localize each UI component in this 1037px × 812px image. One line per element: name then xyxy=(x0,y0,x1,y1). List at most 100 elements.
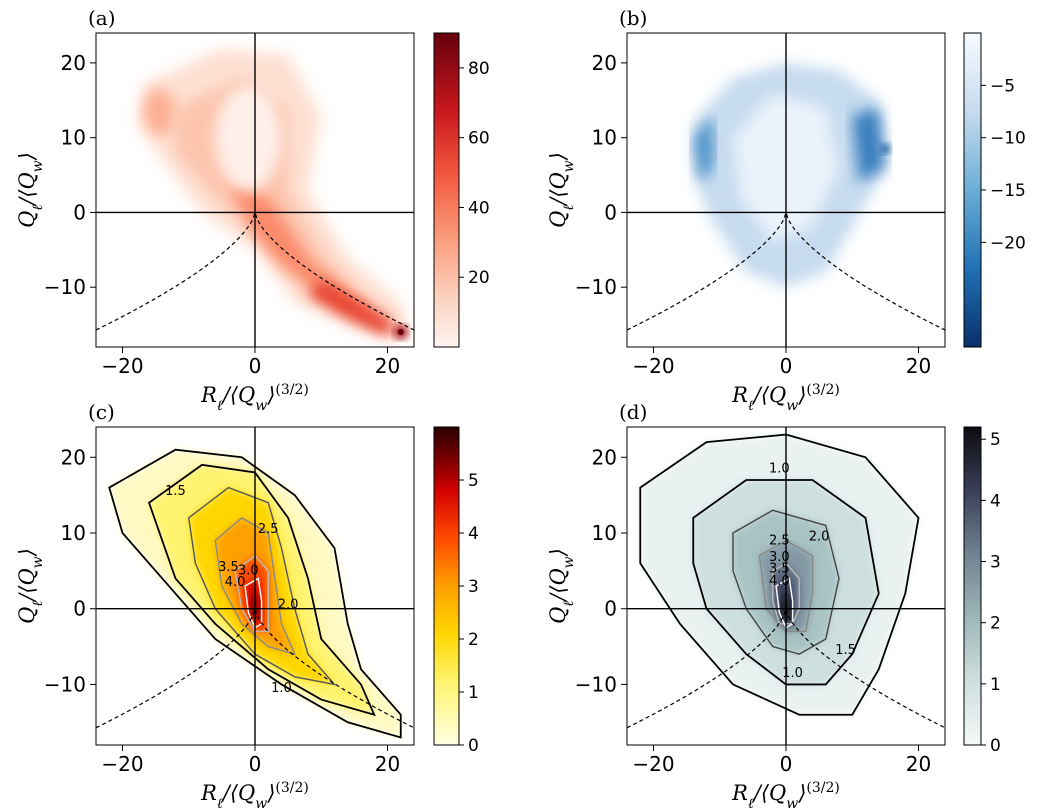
vieillefosse-line xyxy=(96,210,414,331)
colorbar-tick-label: 60 xyxy=(468,129,490,149)
density-region xyxy=(215,85,282,190)
density-region xyxy=(693,115,714,183)
x-tick-label: 0 xyxy=(780,354,793,378)
contour-label: 1.0 xyxy=(271,681,292,696)
panel-2: 1.52.53.5 3.04.02.01.0−20 0 20−1001020Rℓ/⟨Q… xyxy=(15,400,479,812)
heatmap-field xyxy=(693,62,891,288)
contour-label: 1.0 xyxy=(782,666,803,681)
contour-label: 3.5 xyxy=(218,560,239,575)
panel-label: (a) xyxy=(88,6,116,30)
colorbar-tick-label: 40 xyxy=(468,198,490,218)
x-tick-label: 20 xyxy=(375,752,400,776)
contour-line xyxy=(758,539,814,633)
x-tick-label: 20 xyxy=(906,354,931,378)
x-axis-label: Rℓ/⟨Qw⟩(3/2) xyxy=(200,382,309,414)
y-tick-label: 20 xyxy=(61,51,86,75)
y-tick-label: −10 xyxy=(44,672,86,696)
x-tick-label: 0 xyxy=(249,354,262,378)
x-tick-label: −20 xyxy=(632,354,674,378)
contour-label: 2.0 xyxy=(809,530,830,545)
y-tick-label: 20 xyxy=(61,445,86,469)
x-tick-label: −20 xyxy=(632,752,674,776)
colorbar-tick-label: 5 xyxy=(468,471,479,491)
x-tick-label: 20 xyxy=(906,752,931,776)
contour-label: 1.5 xyxy=(835,643,856,658)
x-axis-label: Rℓ/⟨Qw⟩(3/2) xyxy=(731,780,840,812)
colorbar-tick-label: −5 xyxy=(990,76,1015,96)
contour-label: 2.5 xyxy=(769,533,790,548)
y-tick-label: 10 xyxy=(592,521,617,545)
y-axis-label: Qℓ/⟨Qw⟩ xyxy=(15,548,46,624)
contour-label: 3.5 xyxy=(769,561,790,576)
colorbar-tick-label: 0 xyxy=(990,736,1001,756)
panel-label: (c) xyxy=(88,400,115,424)
contour-label: 1.0 xyxy=(769,461,790,476)
x-axis-label: Rℓ/⟨Qw⟩(3/2) xyxy=(731,382,840,414)
colorbar-tick-label: 5 xyxy=(990,430,1001,450)
density-region xyxy=(228,182,401,333)
y-tick-label: 0 xyxy=(604,200,617,224)
y-tick-label: −10 xyxy=(44,275,86,299)
contour-line xyxy=(234,554,269,633)
colorbar xyxy=(433,32,460,348)
contour-line xyxy=(732,509,840,655)
panel-label: (d) xyxy=(619,400,647,424)
colorbar-tick-label: 3 xyxy=(990,553,1001,573)
colorbar xyxy=(433,426,460,746)
x-tick-label: 0 xyxy=(249,752,262,776)
colorbar-tick-label: 20 xyxy=(468,268,490,288)
y-axis-label: Qℓ/⟨Qw⟩ xyxy=(15,152,46,228)
contour-line xyxy=(187,486,337,686)
density-region xyxy=(142,85,176,138)
colorbar-tick-label: 1 xyxy=(468,683,479,703)
contour-label: 2.0 xyxy=(278,598,299,613)
y-axis-label: Qℓ/⟨Qw⟩ xyxy=(546,548,577,624)
colorbar-tick-label: 2 xyxy=(990,614,1001,634)
x-tick-label: 20 xyxy=(375,354,400,378)
contour-line xyxy=(692,479,880,686)
x-tick-label: −20 xyxy=(101,752,143,776)
panel-label: (b) xyxy=(619,6,647,30)
contour-label: 3.0 xyxy=(769,550,790,565)
colorbar xyxy=(963,426,982,746)
y-tick-label: 10 xyxy=(61,521,86,545)
colorbar-tick-label: 0 xyxy=(468,736,479,756)
colorbar-tick-label: 2 xyxy=(468,630,479,650)
colorbar-tick-label: 4 xyxy=(990,491,1001,511)
heatmap-field xyxy=(135,47,408,340)
panel-1: −20 0 20 −10 0 10 20 Rℓ/⟨Qw⟩(3/2) Qℓ/⟨Qw⟩ (b) −5 −1… xyxy=(546,6,1026,414)
colorbar xyxy=(963,32,982,348)
contour-line xyxy=(772,562,800,625)
y-tick-label: 20 xyxy=(592,445,617,469)
contour-label: 3.0 xyxy=(238,564,259,579)
y-tick-label: −10 xyxy=(575,672,617,696)
colorbar-tick-label: 80 xyxy=(468,59,490,79)
y-tick-label: 10 xyxy=(592,126,617,150)
density-peak xyxy=(880,143,891,154)
panel-0: −20 0 20−1001020Rℓ/⟨Qw⟩(3/2)Qℓ/⟨Qw⟩(a)2040… xyxy=(15,6,490,414)
colorbar-tick-label: −15 xyxy=(990,181,1026,201)
density-region xyxy=(308,279,395,336)
contour-label: 2.5 xyxy=(258,522,279,537)
vieillefosse-line xyxy=(627,606,945,729)
colorbar-tick-label: 1 xyxy=(990,675,1001,695)
heatmap-field: 1.0 2.5 2.0 3.03.54.0 1.5 1.0 xyxy=(639,433,920,716)
vieillefosse-line xyxy=(627,210,945,331)
y-tick-label: 0 xyxy=(73,200,86,224)
contour-label: 4.0 xyxy=(769,574,790,589)
colorbar-tick-label: −10 xyxy=(990,129,1026,149)
colorbar-tick-label: 3 xyxy=(468,577,479,597)
x-tick-label: 0 xyxy=(780,752,793,776)
density-peak-core xyxy=(397,329,404,336)
panel-3: 1.0 2.5 2.0 3.03.54.0 1.5 1.0 −20 0 20 −10 0 10 20 Rℓ… xyxy=(546,400,1001,812)
x-axis-label: Rℓ/⟨Qw⟩(3/2) xyxy=(200,780,309,812)
vieillefosse-line xyxy=(96,606,414,729)
y-tick-label: −10 xyxy=(575,275,617,299)
x-tick-label: −20 xyxy=(101,354,143,378)
contour-label: 4.0 xyxy=(225,575,246,590)
colorbar-tick-label: 4 xyxy=(468,524,479,544)
y-axis-label: Qℓ/⟨Qw⟩ xyxy=(546,152,577,228)
y-tick-label: 0 xyxy=(73,597,86,621)
colorbar-tick-label: −20 xyxy=(990,233,1026,253)
